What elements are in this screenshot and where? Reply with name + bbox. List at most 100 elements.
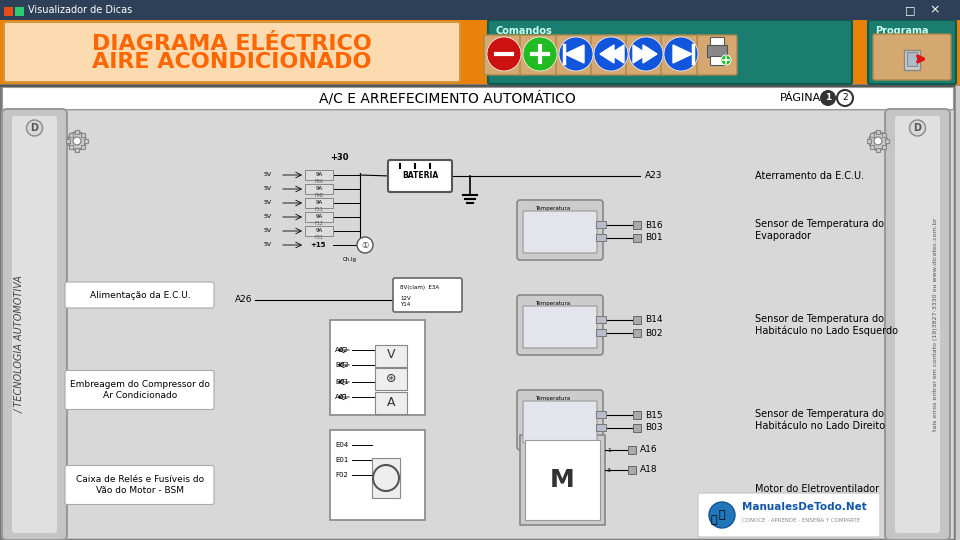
Text: ManualesDeTodo.Net: ManualesDeTodo.Net	[742, 502, 867, 512]
Text: Sensor de Temperatura do
Habitáculo no Lado Direito: Sensor de Temperatura do Habitáculo no L…	[755, 409, 885, 431]
Text: A23: A23	[645, 172, 662, 180]
Circle shape	[820, 90, 836, 106]
Bar	[0, 0, 960, 20]
FancyBboxPatch shape	[388, 160, 452, 192]
Bar	[375, 345, 407, 367]
Text: ×: ×	[929, 3, 940, 17]
Bar	[375, 392, 407, 414]
Text: Aterramento da E.C.U.: Aterramento da E.C.U.	[755, 171, 864, 181]
Text: Motor do Eletroventilador
Dianteiro Esquerdo: Motor do Eletroventilador Dianteiro Esqu…	[755, 484, 879, 506]
Circle shape	[559, 37, 593, 71]
FancyBboxPatch shape	[488, 20, 852, 84]
FancyBboxPatch shape	[661, 35, 701, 75]
FancyBboxPatch shape	[873, 34, 951, 80]
Text: Temperatura: Temperatura	[535, 396, 570, 401]
Bar	[882, 145, 886, 150]
Bar	[305, 170, 333, 180]
Bar	[0, 85, 955, 87]
Text: Caixa de Relés e Fusíveis do
Vão do Motor - BSM: Caixa de Relés e Fusíveis do Vão do Moto…	[76, 475, 204, 495]
Text: F02: F02	[335, 472, 348, 478]
Text: A26: A26	[235, 295, 252, 305]
Text: 9A: 9A	[316, 186, 323, 192]
FancyBboxPatch shape	[520, 35, 560, 75]
Text: CONOCE · APRENDE · ENSEÑA Y COMPARTE: CONOCE · APRENDE · ENSEÑA Y COMPARTE	[742, 517, 860, 523]
Text: D: D	[31, 123, 38, 133]
FancyBboxPatch shape	[591, 35, 631, 75]
Bar	[305, 226, 333, 236]
Bar	[82, 133, 85, 137]
Text: F9B: F9B	[315, 193, 324, 198]
Text: E01: E01	[335, 457, 348, 463]
Text: B14: B14	[645, 315, 662, 325]
FancyBboxPatch shape	[556, 35, 596, 75]
Polygon shape	[633, 45, 647, 63]
Bar	[330, 430, 425, 520]
Circle shape	[27, 120, 42, 136]
FancyBboxPatch shape	[697, 35, 737, 75]
FancyBboxPatch shape	[626, 35, 666, 75]
FancyBboxPatch shape	[65, 465, 214, 504]
FancyBboxPatch shape	[517, 200, 603, 260]
Text: 🌐: 🌐	[719, 510, 726, 520]
Circle shape	[709, 502, 735, 528]
Text: PÁGINA: PÁGINA	[780, 93, 821, 103]
Bar	[596, 424, 606, 431]
Text: 9A: 9A	[316, 200, 323, 206]
FancyBboxPatch shape	[484, 35, 524, 75]
Bar	[68, 133, 73, 137]
FancyBboxPatch shape	[885, 109, 950, 540]
Bar	[596, 234, 606, 241]
Text: □: □	[904, 5, 915, 15]
Bar	[305, 198, 333, 208]
Text: D: D	[914, 123, 922, 133]
Bar	[907, 52, 917, 66]
Bar	[633, 411, 641, 419]
Text: 🌿: 🌿	[710, 515, 717, 525]
Text: Visualizador de Dicas: Visualizador de Dicas	[28, 5, 132, 15]
Bar	[633, 221, 641, 229]
Text: BATERIA: BATERIA	[402, 172, 438, 180]
Bar	[520, 435, 605, 525]
Text: Programa: Programa	[875, 26, 928, 36]
Text: +15: +15	[310, 242, 325, 248]
FancyBboxPatch shape	[868, 20, 956, 84]
Bar	[633, 329, 641, 337]
Text: / TECNOLOGIA AUTOMOTIVA: / TECNOLOGIA AUTOMOTIVA	[15, 275, 25, 414]
FancyBboxPatch shape	[523, 401, 597, 443]
Bar	[633, 424, 641, 432]
Text: Alimentação da E.C.U.: Alimentação da E.C.U.	[89, 291, 190, 300]
Bar	[596, 411, 606, 418]
Text: F31: F31	[315, 235, 324, 240]
Text: B01: B01	[335, 379, 348, 385]
Bar	[596, 329, 606, 336]
Circle shape	[909, 120, 925, 136]
Text: 1: 1	[825, 93, 831, 103]
FancyBboxPatch shape	[698, 493, 880, 537]
Bar	[2, 87, 953, 109]
Bar	[633, 316, 641, 324]
Text: +30: +30	[330, 153, 348, 162]
Text: Sensor de Temperatura do
Habitáculo no Lado Esquerdo: Sensor de Temperatura do Habitáculo no L…	[755, 314, 898, 336]
Bar	[305, 184, 333, 194]
Bar	[0, 85, 955, 540]
Bar	[75, 130, 79, 134]
Polygon shape	[643, 45, 657, 63]
Bar	[885, 139, 889, 143]
Circle shape	[357, 237, 373, 253]
Bar	[84, 139, 88, 143]
Bar	[870, 133, 874, 137]
Text: 1: 1	[607, 448, 611, 453]
Bar	[372, 458, 400, 498]
Text: 9A: 9A	[316, 228, 323, 233]
Text: A18: A18	[640, 465, 658, 475]
Text: A16: A16	[640, 446, 658, 455]
Bar	[628, 446, 636, 454]
FancyBboxPatch shape	[517, 390, 603, 450]
Bar	[305, 212, 333, 222]
Text: Sensor de Temperatura do
Evaporador: Sensor de Temperatura do Evaporador	[755, 219, 884, 241]
Text: 5V: 5V	[264, 242, 272, 247]
Bar	[867, 139, 871, 143]
Circle shape	[68, 132, 86, 150]
FancyBboxPatch shape	[517, 295, 603, 355]
Text: Embreagem do Compressor do
Ar Condicionado: Embreagem do Compressor do Ar Condiciona…	[70, 380, 210, 400]
